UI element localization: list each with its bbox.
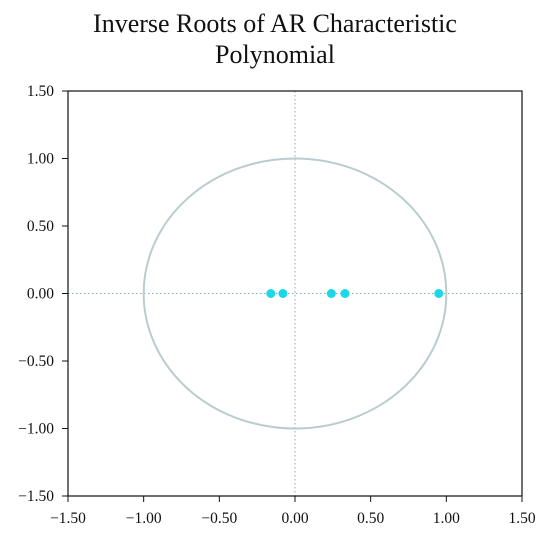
x-tick-label: −1.50: [50, 510, 86, 527]
root-point: [434, 289, 444, 298]
y-tick-label: 0.50: [27, 218, 54, 235]
y-tick-label: −0.50: [18, 353, 54, 370]
x-tick-label: 0.00: [281, 510, 308, 527]
chart-title-line-2: Polynomial: [215, 40, 335, 69]
root-point: [326, 289, 336, 298]
chart-title: Inverse Roots of AR Characteristic Polyn…: [93, 9, 457, 69]
root-point: [266, 289, 276, 298]
y-tick-label: 0.00: [27, 286, 54, 303]
unit-circle: [142, 157, 448, 430]
x-tick-label: 1.00: [433, 510, 460, 527]
y-tick-label: 1.00: [27, 151, 54, 168]
x-tick-label: −0.50: [201, 510, 237, 527]
root-point: [340, 289, 350, 298]
x-tick-label: 0.50: [357, 510, 384, 527]
x-tick-label: −1.00: [126, 510, 162, 527]
y-tick-label: −1.50: [18, 488, 54, 505]
plot-area: −1.50 −1.00 −0.50 0.00 0.50 1.00 1.50 −1.50 −1.0…: [18, 83, 536, 527]
x-tick-label: 1.50: [508, 510, 535, 527]
root-point: [278, 289, 288, 298]
y-tick-label: −1.00: [18, 421, 54, 438]
y-tick-label: 1.50: [27, 83, 54, 100]
chart-title-line-1: Inverse Roots of AR Characteristic: [93, 9, 457, 38]
